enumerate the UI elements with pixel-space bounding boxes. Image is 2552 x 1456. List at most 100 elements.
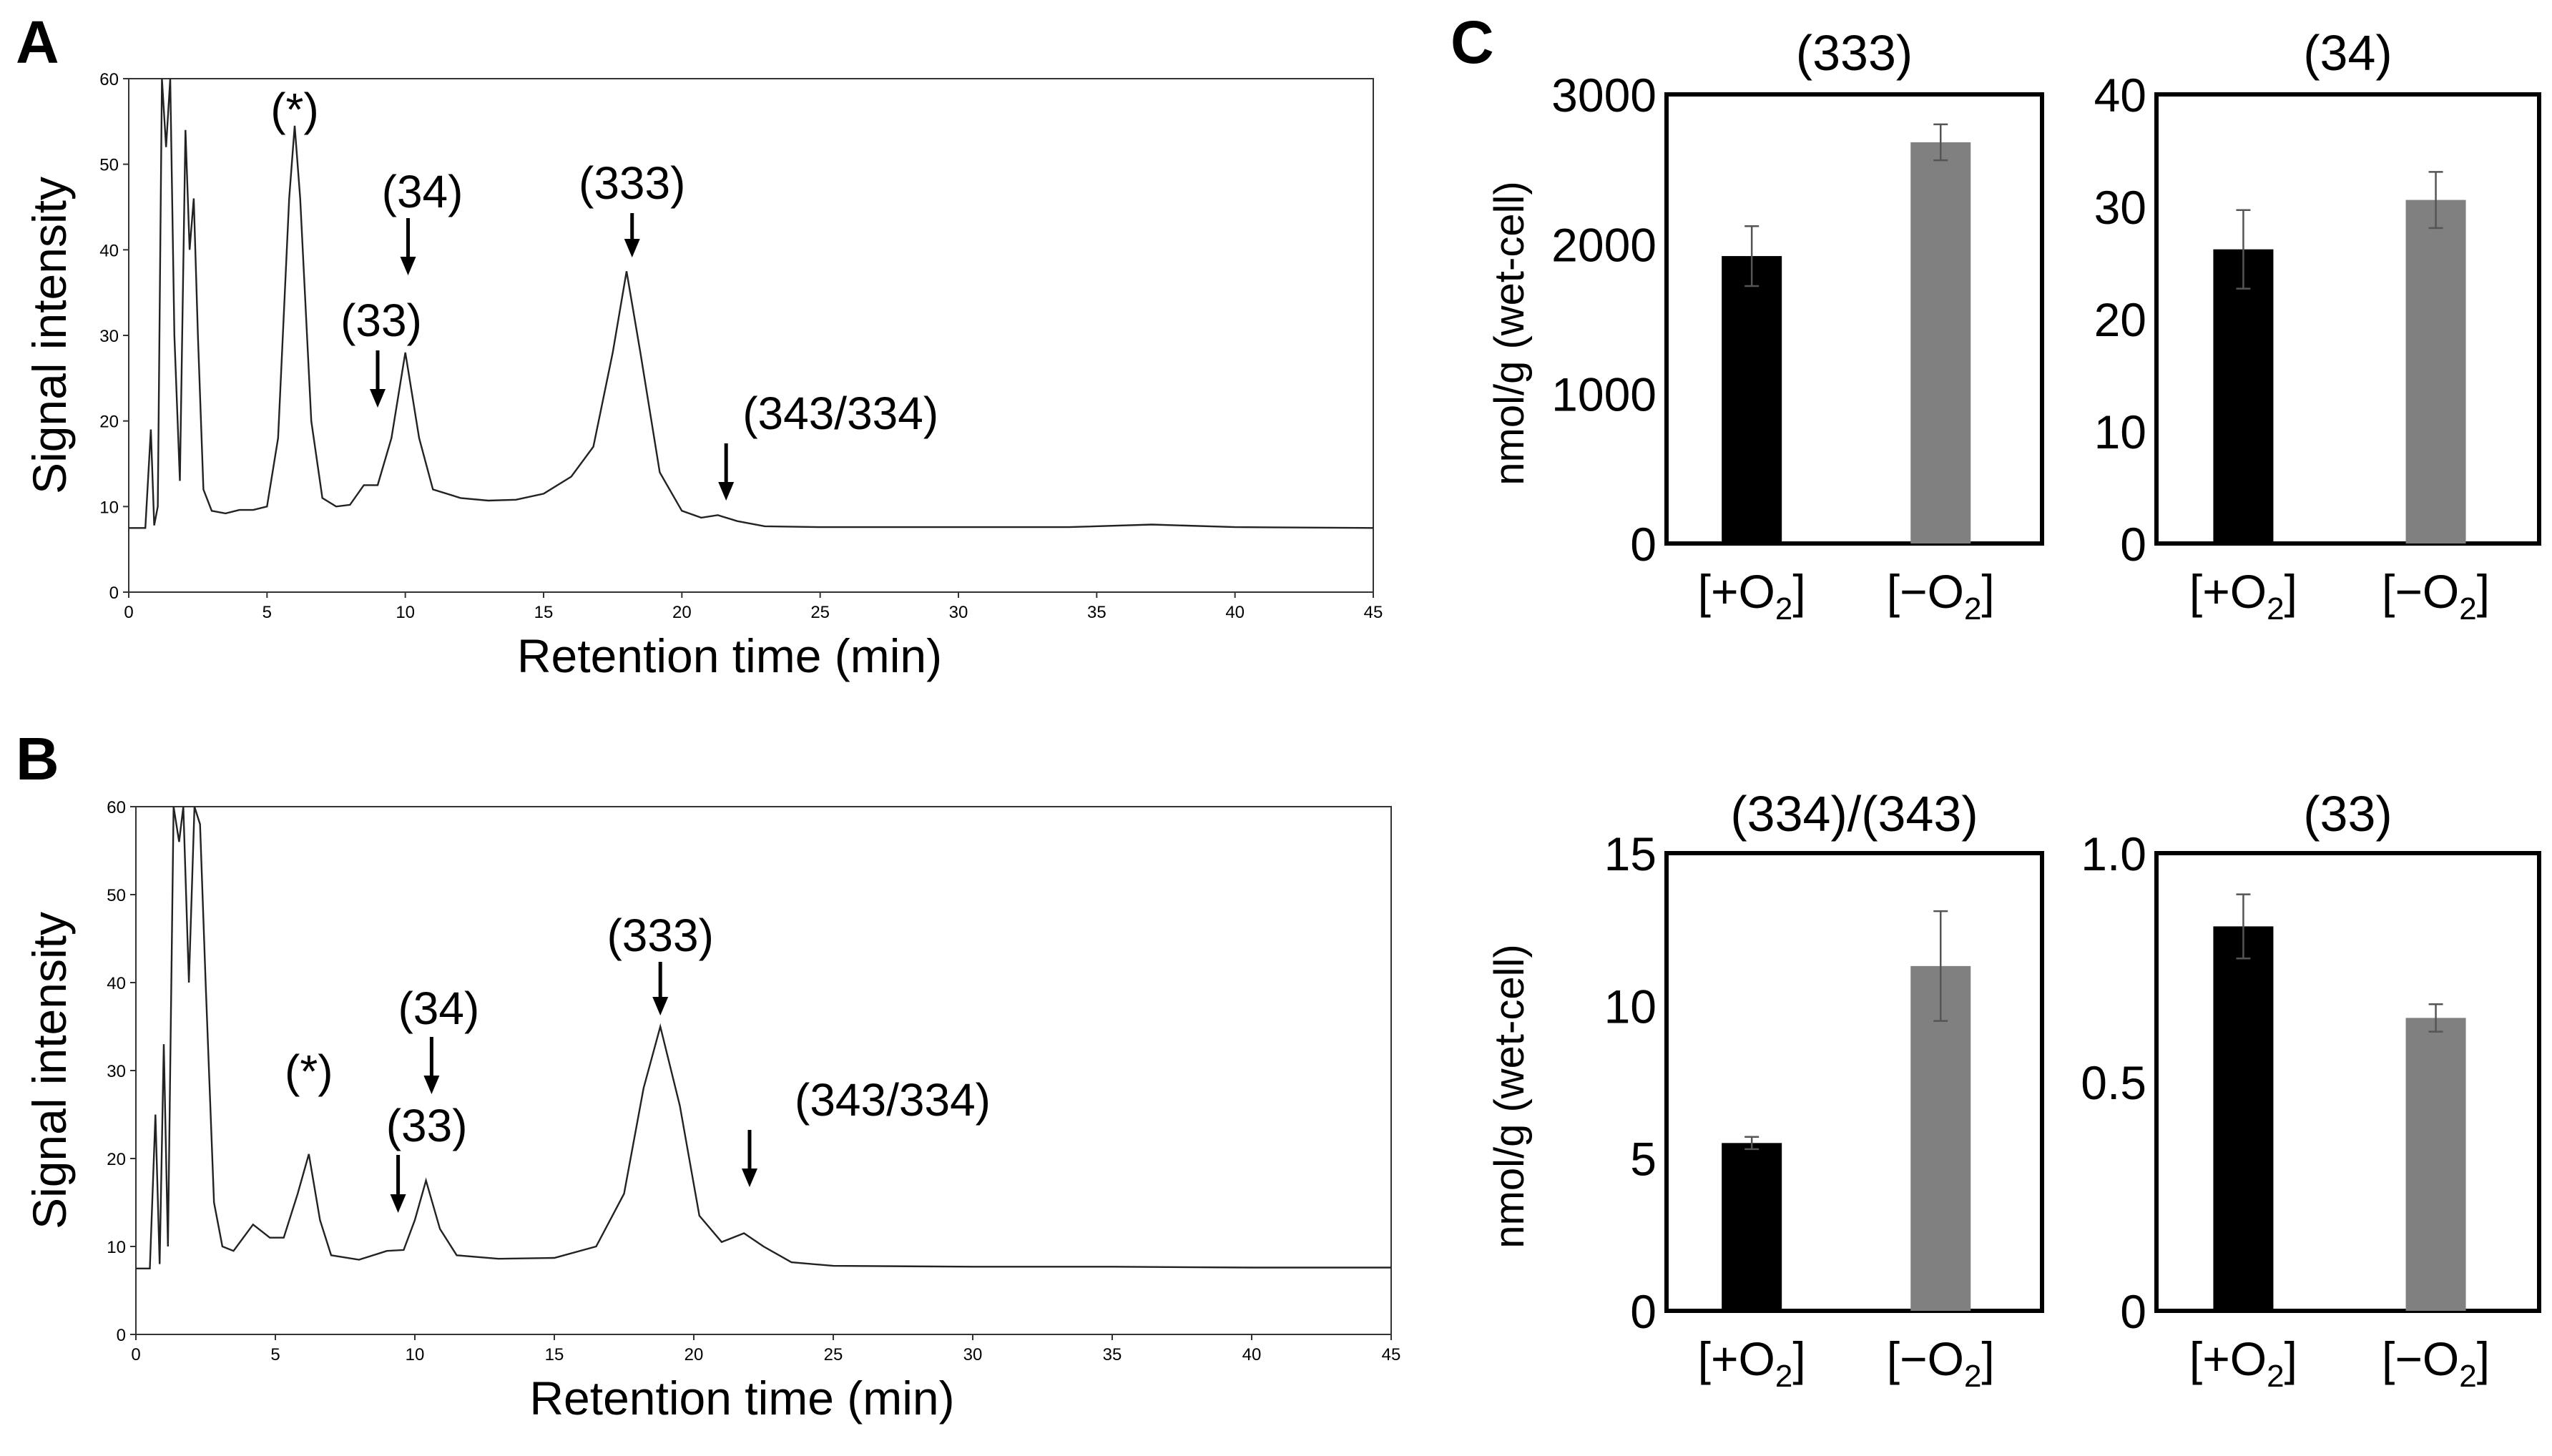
- x-tick-label: 40: [1242, 1345, 1262, 1364]
- category-label: [−O2]: [1887, 565, 1995, 626]
- x-tick-label: 5: [270, 1345, 280, 1364]
- peak-label: (33): [340, 295, 422, 346]
- bar-chart: (33)00.51.0[+O2] [−O2]: [2081, 786, 2541, 1394]
- category-label-main: [−O: [2382, 1332, 2459, 1385]
- y-tick-label: 30: [107, 1062, 126, 1081]
- panel-letter: B: [16, 725, 59, 792]
- category-label-subscript: 2: [1775, 1359, 1792, 1394]
- y-tick-label: 3000: [1551, 69, 1657, 122]
- x-tick-label: 15: [534, 603, 554, 622]
- x-tick-label: 0: [124, 603, 133, 622]
- chromatogram-panel-b: B 0 5 10 15 20 25 30 35 40 45 0 10 20 30 40 50 60 Retentio…: [16, 725, 1400, 1425]
- category-label-subscript: 2: [1964, 1359, 1981, 1394]
- category-label: [+O2]: [2189, 1332, 2297, 1394]
- y-tick-label: 60: [107, 798, 126, 817]
- bar-plot-frame: [2154, 851, 2541, 1313]
- panel-letter: C: [1451, 9, 1494, 76]
- bar-plus-o2: [1722, 1143, 1782, 1311]
- y-tick-label: 50: [107, 886, 126, 905]
- chromatogram-trace: [129, 79, 1373, 529]
- peak-arrow-head: [652, 997, 669, 1015]
- y-tick-label: 5: [1630, 1133, 1657, 1186]
- bar-chart: (333) 0 1000 2000 3000 [+O2] [−O2] nmol/g (wet-…: [1486, 25, 2044, 626]
- x-tick-label: 10: [396, 603, 415, 622]
- category-label: [+O2]: [1698, 1332, 1806, 1394]
- category-label-bracket: ]: [2477, 565, 2490, 618]
- panel-letter: A: [16, 9, 59, 76]
- bar-chart-title: (333): [1796, 25, 1913, 81]
- peak-arrow-head: [624, 239, 640, 257]
- y-tick-label: 40: [99, 241, 119, 260]
- category-label-bracket: ]: [2477, 1332, 2490, 1385]
- y-tick-label: 0: [1630, 518, 1657, 571]
- chromatogram-panel-a: A 0 5 10 15 20 25 30 35 40 45 0 10 20 30 40 50 60 Retentio…: [16, 9, 1383, 682]
- category-label-subscript: 2: [2459, 591, 2476, 626]
- category-label: [−O2]: [2382, 565, 2490, 626]
- y-tick-label: 15: [1604, 827, 1657, 880]
- y-tick-label: 20: [2094, 293, 2146, 346]
- y-tick-label: 0.5: [2081, 1056, 2146, 1109]
- y-axis-title: Signal intensity: [23, 177, 76, 494]
- y-tick-label: 0: [2120, 1285, 2146, 1338]
- x-tick-label: 20: [672, 603, 692, 622]
- y-tick-label: 1000: [1551, 368, 1657, 421]
- peak-label: (33): [386, 1100, 468, 1151]
- category-label-main: [+O: [2189, 1332, 2267, 1385]
- bar-chart-title: (34): [2303, 25, 2392, 81]
- y-tick-label: 30: [99, 327, 119, 346]
- y-tick-label: 10: [2094, 405, 2146, 458]
- bar-plot-frame: [1664, 851, 2044, 1313]
- x-tick-label: 35: [1087, 603, 1106, 622]
- y-tick-label: 10: [107, 1238, 126, 1257]
- x-axis-title: Retention time (min): [517, 629, 942, 682]
- bar-minus-o2: [1910, 965, 1971, 1311]
- bar-minus-o2: [1910, 142, 1971, 543]
- category-label-bracket: ]: [1792, 1332, 1805, 1385]
- y-tick-label: 0: [109, 584, 119, 603]
- x-tick-label: 25: [824, 1345, 843, 1364]
- peak-label: (333): [579, 157, 685, 209]
- category-label-main: [−O: [2382, 565, 2459, 618]
- category-label: [−O2]: [1887, 1332, 1995, 1394]
- y-tick-label: 20: [99, 413, 119, 432]
- peak-arrow-head: [400, 257, 416, 275]
- bar-plot-frame: [2154, 92, 2541, 546]
- y-tick-label: 0: [1630, 1285, 1657, 1338]
- category-label-main: [+O: [1698, 565, 1775, 618]
- plot-frame: [128, 78, 1374, 593]
- x-tick-label: 30: [949, 603, 968, 622]
- x-tick-label: 5: [262, 603, 272, 622]
- y-tick-label: 40: [107, 974, 126, 993]
- peak-arrow-head: [370, 389, 386, 408]
- category-label-main: [+O: [2189, 565, 2267, 618]
- peak-arrow-head: [390, 1194, 406, 1213]
- y-axis-title: Signal intensity: [23, 912, 76, 1229]
- category-label-subscript: 2: [2459, 1359, 2476, 1394]
- category-label-main: [−O: [1887, 565, 1964, 618]
- y-tick-label: 2000: [1551, 218, 1657, 271]
- bar-y-axis-title: nmol/g (wet-cell): [1486, 944, 1533, 1248]
- y-tick-label: 20: [107, 1150, 126, 1169]
- y-tick-label: 1.0: [2081, 827, 2146, 880]
- bar-plus-o2: [2213, 249, 2274, 543]
- peak-label: (343/334): [795, 1074, 991, 1126]
- peak-label: (*): [285, 1046, 333, 1097]
- y-tick-label: 30: [2094, 181, 2146, 234]
- y-tick-label: 60: [99, 70, 119, 89]
- category-label: [+O2]: [2189, 565, 2297, 626]
- y-tick-label: 10: [99, 498, 119, 517]
- peak-arrow-head: [423, 1076, 440, 1094]
- x-tick-label: 25: [810, 603, 830, 622]
- bar-minus-o2: [2405, 200, 2466, 543]
- category-label: [+O2]: [1698, 565, 1806, 626]
- category-label-subscript: 2: [2267, 591, 2284, 626]
- bar-minus-o2: [2405, 1018, 2466, 1311]
- category-label-bracket: ]: [2284, 1332, 2297, 1385]
- category-label-main: [−O: [1887, 1332, 1964, 1385]
- bar-y-axis-title: nmol/g (wet-cell): [1486, 181, 1533, 485]
- peak-arrow-head: [718, 482, 735, 501]
- category-label: [−O2]: [2382, 1332, 2490, 1394]
